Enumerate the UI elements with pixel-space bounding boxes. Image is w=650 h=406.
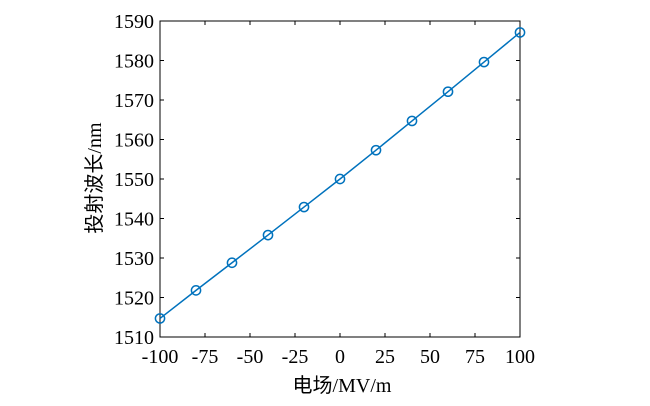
y-tick-label: 1520 — [114, 288, 154, 310]
x-tick-label: 50 — [420, 346, 440, 368]
y-tick-label: 1570 — [114, 90, 154, 112]
data-point — [370, 144, 382, 156]
data-point — [190, 285, 202, 296]
data-point — [262, 229, 274, 241]
data-point — [334, 173, 346, 185]
x-tick-label: 0 — [335, 346, 345, 368]
y-tick-label: 1580 — [114, 51, 154, 73]
y-tick-label: 1560 — [114, 130, 154, 152]
x-tick-label: 75 — [465, 346, 485, 368]
axes-layer: -100 -75 -50 -25 0 25 50 75 100 1510 1520 1530 1540 1… — [114, 11, 535, 368]
data-point — [226, 257, 238, 269]
y-axis-label: 投射波长/nm — [83, 122, 106, 234]
data-point — [478, 56, 490, 68]
data-point — [514, 27, 526, 38]
y-tick-label: 1530 — [114, 248, 154, 270]
y-tick-label: 1510 — [114, 327, 154, 349]
x-tick-label: -25 — [282, 346, 309, 368]
x-tick-label: 25 — [375, 346, 395, 368]
x-tick-label: -100 — [142, 346, 179, 368]
data-point — [298, 201, 310, 213]
y-tick-label: 1540 — [114, 209, 154, 231]
x-axis-label: 电场/MV/m — [293, 374, 392, 397]
series-layer — [154, 27, 526, 324]
y-tick-label: 1590 — [114, 11, 154, 33]
series-line — [159, 31, 521, 320]
data-point — [406, 115, 418, 127]
x-tick-label: -75 — [192, 346, 219, 368]
x-tick-label: 100 — [505, 346, 535, 368]
y-tick-label: 1550 — [114, 169, 154, 191]
data-point — [442, 86, 454, 98]
x-tick-label: -50 — [237, 346, 264, 368]
data-point — [154, 313, 166, 324]
